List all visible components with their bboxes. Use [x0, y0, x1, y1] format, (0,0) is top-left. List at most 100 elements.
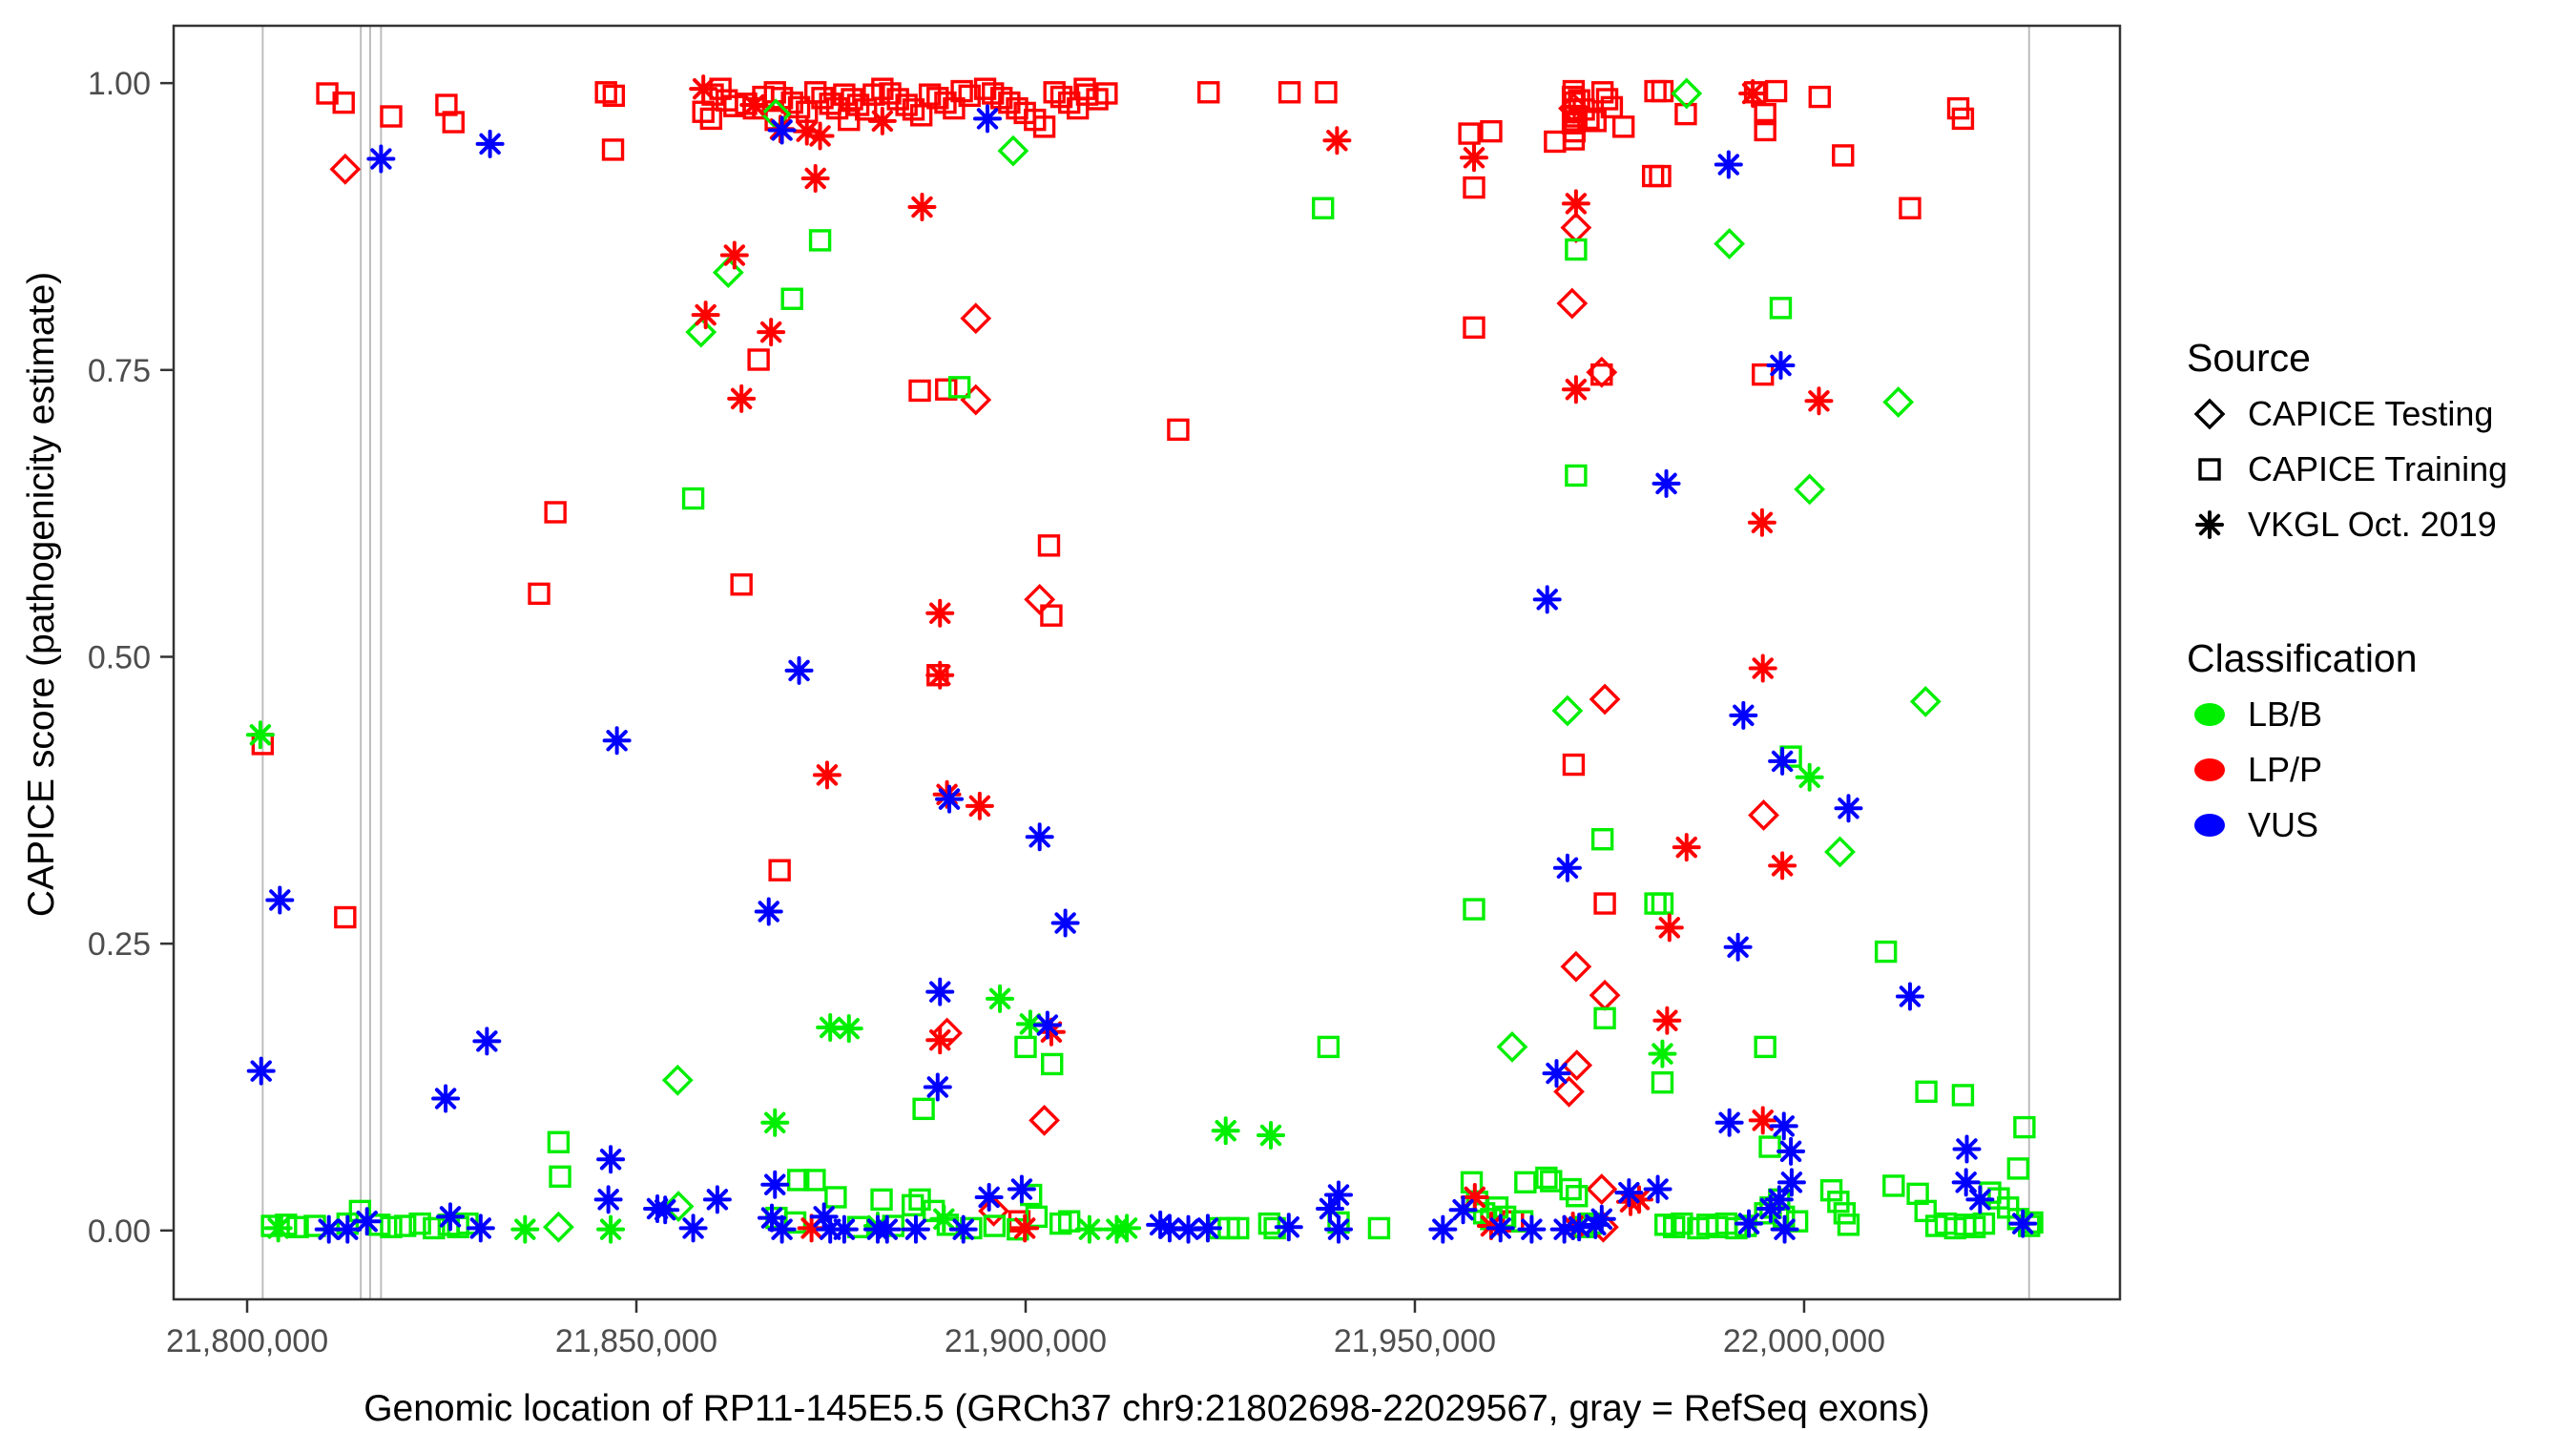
data-point	[1769, 1111, 1798, 1141]
data-point	[808, 229, 832, 252]
data-point	[809, 1202, 839, 1232]
data-point	[1010, 1213, 1040, 1243]
data-point	[1227, 1216, 1250, 1240]
data-point	[1562, 753, 1586, 777]
data-point	[1754, 118, 1776, 142]
data-point	[1614, 1178, 1644, 1208]
data-point	[544, 501, 567, 524]
legend-item-label: CAPICE Testing	[2248, 394, 2494, 433]
data-point	[1458, 122, 1481, 145]
data-point	[1154, 1213, 1184, 1243]
data-point	[1972, 1212, 1996, 1235]
data-point	[1824, 836, 1856, 868]
data-point	[1735, 1209, 1764, 1238]
data-point	[1565, 464, 1588, 487]
data-point	[1561, 375, 1590, 404]
data-point	[925, 598, 955, 628]
data-point	[1015, 1009, 1045, 1039]
dot-icon	[2194, 814, 2225, 837]
data-point	[1211, 1116, 1240, 1146]
data-point	[601, 138, 625, 161]
data-point	[1560, 950, 1592, 983]
data-point	[1257, 1212, 1281, 1235]
data-point	[1193, 1213, 1222, 1243]
data-point	[435, 1202, 465, 1232]
data-point	[475, 129, 505, 158]
data-point	[1651, 892, 1674, 915]
data-point	[1448, 1195, 1478, 1225]
data-point	[2013, 1115, 2036, 1139]
legend-item-lb-b: LB/B	[2187, 687, 2568, 742]
dot-icon	[2194, 758, 2225, 781]
data-point	[352, 1207, 382, 1236]
data-point	[1590, 828, 1614, 851]
data-point	[662, 1191, 695, 1222]
legend-item-lp-p: LP/P	[2187, 742, 2568, 798]
data-point	[1593, 1006, 1616, 1030]
data-point	[1317, 1035, 1340, 1059]
data-point	[1036, 1017, 1066, 1047]
data-point	[1559, 1177, 1582, 1201]
data-point	[594, 81, 617, 104]
data-point	[596, 1214, 626, 1244]
data-point	[760, 1108, 790, 1137]
data-point	[1549, 1214, 1579, 1244]
data-point	[1322, 126, 1352, 156]
data-point	[1769, 297, 1793, 320]
data-point	[1485, 1213, 1515, 1243]
data-point	[727, 384, 757, 413]
data-point	[1028, 1104, 1060, 1136]
data-point	[1874, 940, 1898, 964]
data-point	[1174, 1214, 1203, 1244]
data-point	[950, 79, 973, 103]
data-point	[332, 91, 355, 114]
data-point	[380, 1215, 403, 1238]
data-point	[960, 384, 992, 416]
data-point	[1007, 1174, 1036, 1204]
data-point	[935, 378, 958, 401]
data-point	[1542, 1059, 1571, 1089]
series-capice-testing-lp-p	[329, 93, 1779, 1243]
data-point	[1654, 913, 1684, 943]
series-capice-training-lp-p	[251, 77, 1975, 1233]
data-point	[907, 193, 937, 222]
data-point	[1600, 95, 1624, 119]
data-point	[747, 348, 770, 371]
data-point	[1768, 746, 1797, 776]
data-point	[997, 135, 1029, 167]
data-point	[943, 96, 966, 120]
data-point	[1644, 79, 1667, 103]
data-point	[1671, 77, 1703, 110]
data-point	[960, 302, 992, 335]
data-point	[1834, 794, 1863, 823]
data-point	[719, 240, 749, 270]
legend-item-label: LP/P	[2248, 750, 2323, 789]
data-point	[1651, 79, 1674, 103]
data-point	[1754, 1035, 1776, 1059]
data-point	[651, 1195, 680, 1225]
legend-item-label: CAPICE Training	[2248, 449, 2508, 488]
data-point	[780, 287, 803, 310]
data-point	[1324, 1214, 1354, 1244]
x-tick-label: 21,900,000	[945, 1323, 1107, 1359]
data-point	[1832, 144, 1855, 167]
data-point	[1167, 418, 1190, 442]
legend-source-items: CAPICE Testing CAPICE Training VKGL Oct. 2…	[2187, 386, 2568, 552]
data-point	[2193, 398, 2226, 430]
data-point	[1714, 150, 1743, 179]
data-point	[702, 1185, 732, 1214]
data-point	[1552, 853, 1582, 882]
data-point	[800, 163, 830, 193]
data-point	[543, 1211, 574, 1243]
data-point	[986, 984, 1015, 1013]
data-point	[1480, 119, 1503, 143]
data-point	[935, 784, 965, 814]
data-point	[1652, 468, 1681, 498]
data-point	[965, 791, 994, 820]
data-point	[1112, 1213, 1142, 1243]
data-point	[689, 74, 718, 104]
data-point	[912, 1097, 935, 1121]
data-point	[1747, 508, 1776, 537]
data-point	[1754, 102, 1776, 126]
